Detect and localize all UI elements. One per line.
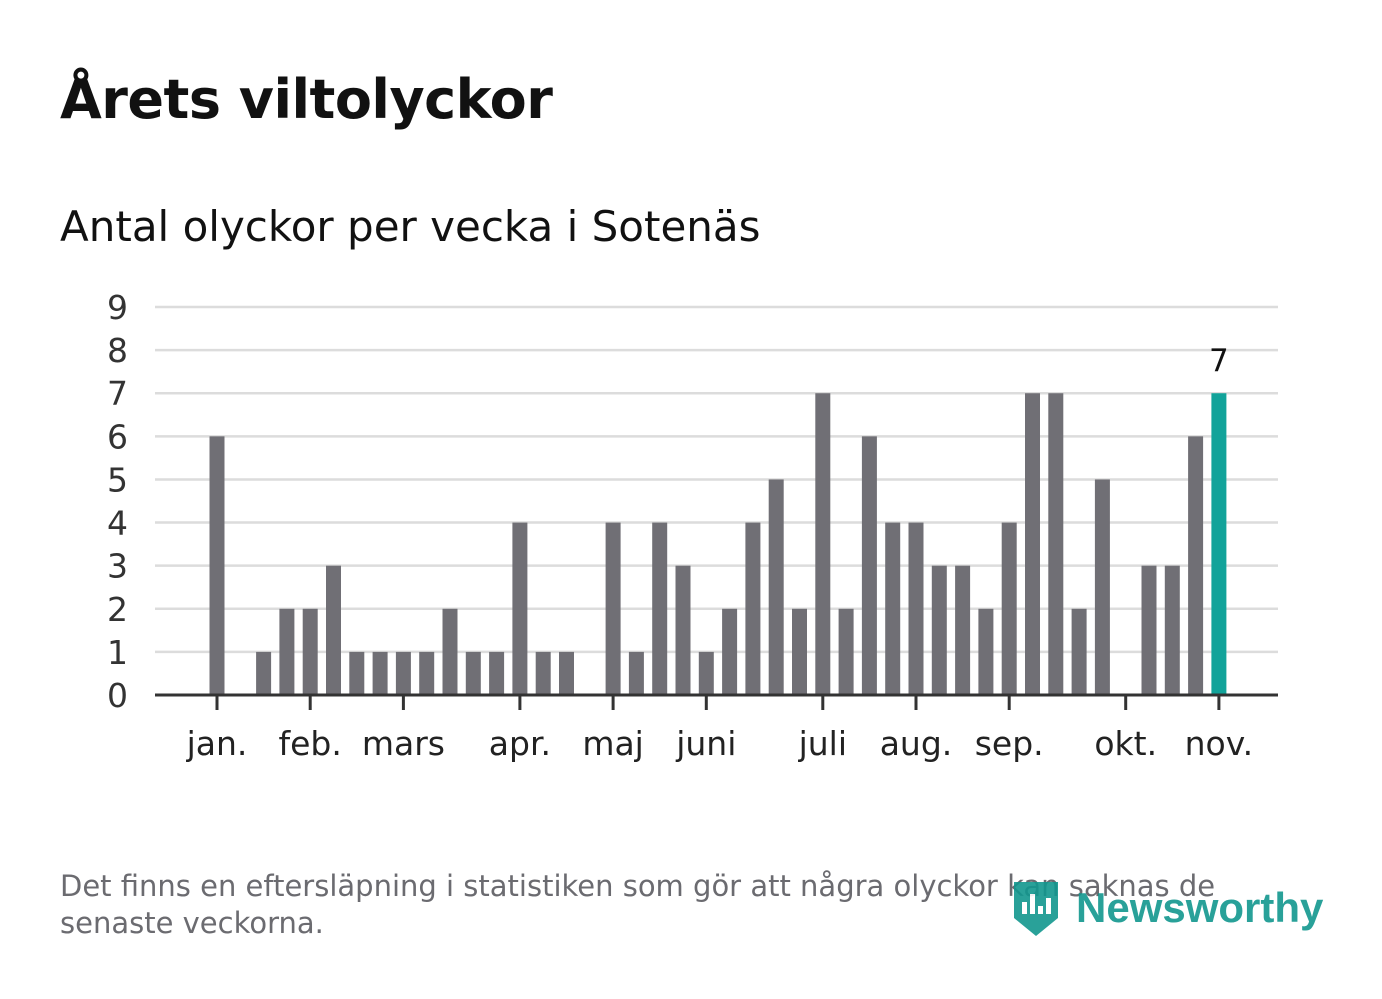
bar-week-41: [1141, 565, 1157, 695]
gridlines: [155, 305, 1278, 654]
bar-week-4: [279, 608, 295, 695]
bar-week-25: [768, 479, 784, 695]
y-tick-label-2: 2: [107, 590, 128, 629]
bar-week-7: [349, 651, 365, 695]
bar-week-24: [745, 522, 761, 695]
newsworthy-logo-icon: [1014, 882, 1058, 936]
y-tick-label-7: 7: [107, 374, 128, 413]
bar-week-37: [1048, 393, 1064, 695]
bar-week-6: [326, 565, 341, 695]
bar-week-31: [908, 522, 924, 695]
brand-logo: Newsworthy: [1010, 878, 1323, 938]
x-tick-label-juni: juni: [675, 724, 736, 763]
x-tick-label-okt.: okt.: [1094, 724, 1157, 763]
bar-week-18: [605, 522, 621, 695]
y-tick-label-3: 3: [107, 547, 128, 586]
x-tick-label-sep.: sep.: [975, 724, 1044, 763]
y-tick-label-8: 8: [107, 331, 128, 370]
bar-week-16: [559, 651, 574, 695]
bar-week-28: [838, 608, 854, 695]
bar-week-29: [861, 436, 877, 695]
bar-week-5: [302, 608, 318, 695]
bar-week-43: [1188, 436, 1204, 695]
bar-week-21: [675, 565, 691, 695]
bar-week-3: [256, 651, 272, 695]
bar-week-9: [395, 651, 411, 695]
bar-week-8: [372, 651, 388, 695]
bar-week-1: [209, 436, 225, 695]
y-tick-label-6: 6: [107, 417, 128, 456]
bar-week-11: [442, 608, 458, 695]
bar-week-42: [1164, 565, 1180, 695]
data-labels: 7: [1209, 343, 1229, 379]
y-tick-label-9: 9: [107, 288, 128, 327]
y-tick-label-4: 4: [107, 504, 128, 543]
bar-week-10: [419, 651, 435, 695]
x-tick-label-apr.: apr.: [489, 724, 551, 763]
y-axis-ticks: 0 1 2 3 4 5 6 7 8 9: [107, 288, 128, 715]
bar-week-32: [931, 565, 947, 695]
bar-highlight: [1211, 393, 1227, 695]
chart-subtitle: Antal olyckor per vecka i Sotenäs: [60, 202, 761, 251]
bar-week-38: [1071, 608, 1087, 695]
bar-week-27: [815, 393, 831, 695]
bar-week-19: [628, 651, 644, 695]
brand-name: Newsworthy: [1076, 884, 1324, 931]
chart-title: Årets viltolyckor: [60, 68, 553, 131]
x-tick-label-nov.: nov.: [1185, 724, 1254, 763]
bars: [209, 393, 1227, 695]
bar-week-22: [698, 651, 714, 695]
y-tick-label-1: 1: [107, 633, 128, 672]
x-tick-label-mars: mars: [362, 724, 445, 763]
bar-week-12: [465, 651, 481, 695]
bar-week-30: [885, 522, 901, 695]
x-tick-label-aug.: aug.: [880, 724, 953, 763]
bar-week-34: [978, 608, 994, 695]
bar-week-13: [489, 651, 505, 695]
x-axis-ticks: jan. feb. mars apr. maj juni juli aug. sep. okt. n…: [186, 695, 1254, 763]
bar-week-26: [792, 608, 807, 695]
bar-week-20: [652, 522, 668, 695]
x-tick-label-jan.: jan.: [186, 724, 248, 763]
bar-week-33: [955, 565, 971, 695]
bar-week-15: [535, 651, 551, 695]
x-tick-label-juli: juli: [798, 724, 847, 763]
x-tick-label-maj: maj: [582, 724, 644, 763]
bar-week-39: [1094, 479, 1110, 695]
y-tick-label-0: 0: [107, 676, 128, 715]
bar-week-23: [722, 608, 738, 695]
bar-week-35: [1001, 522, 1017, 695]
bar-week-14: [512, 522, 528, 695]
x-tick-label-feb.: feb.: [279, 724, 342, 763]
y-tick-label-5: 5: [107, 460, 128, 499]
highlight-data-label: 7: [1209, 343, 1229, 379]
bar-week-36: [1025, 393, 1040, 695]
